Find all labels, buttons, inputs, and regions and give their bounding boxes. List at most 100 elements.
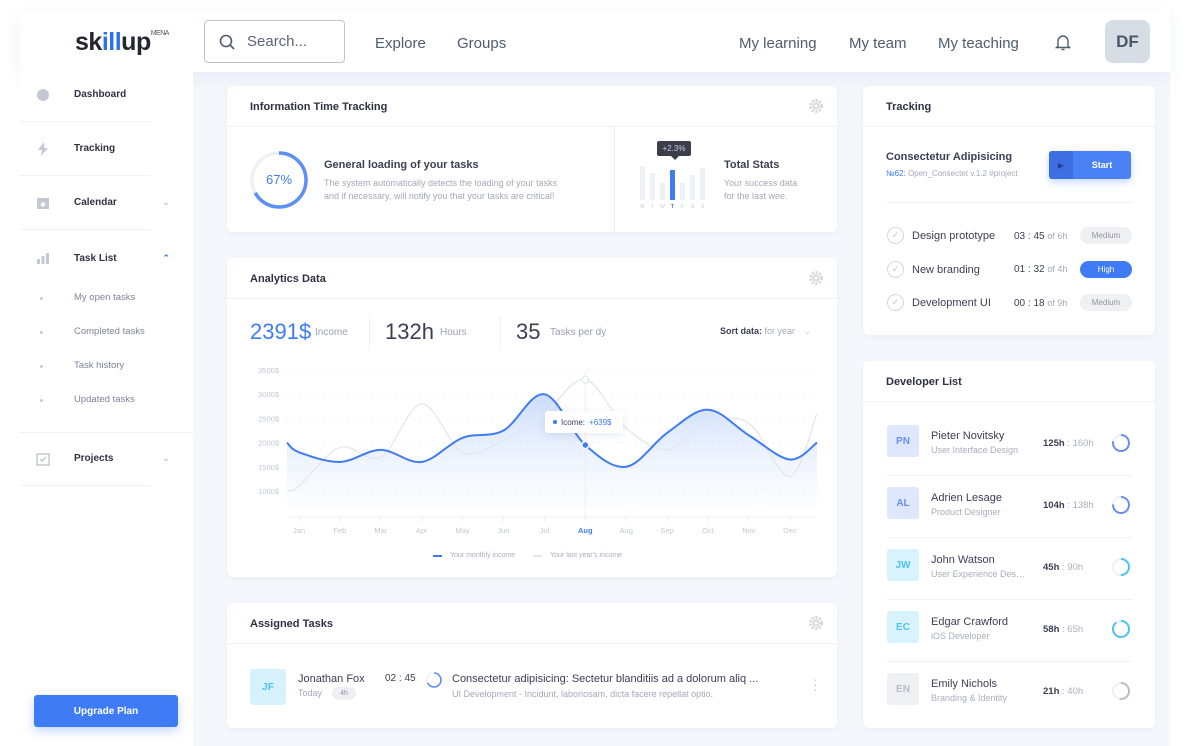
tracking-task[interactable]: ✓ Development UI — [887, 294, 991, 311]
developer-name: Emily Nichols — [931, 678, 998, 690]
check-icon[interactable]: ✓ — [887, 261, 904, 278]
progress-ring — [250, 151, 308, 209]
y-tick-label: 2500$ — [258, 414, 280, 423]
gear-icon[interactable] — [808, 615, 824, 631]
sidebar-item-label: Projects — [74, 453, 114, 464]
nav-my-learning[interactable]: My learning — [739, 35, 817, 52]
chart-legend: Your monthly income Your last year's inc… — [433, 552, 622, 559]
task-desc: UI Development - Incidunt, laboriosam, d… — [452, 689, 714, 699]
developer-row[interactable]: AL Adrien Lesage Product Designer 104h :… — [887, 476, 1132, 538]
bar-chart-icon — [36, 251, 50, 265]
chevron-down-icon: ⌄ — [803, 326, 812, 336]
developer-row[interactable]: PN Pieter Novitsky User Interface Design… — [887, 414, 1132, 476]
task-time: 02 : 45 — [385, 673, 416, 684]
logo[interactable]: skillupMENA — [75, 28, 169, 56]
nav-groups[interactable]: Groups — [457, 35, 507, 52]
developer-avatar: EC — [887, 611, 919, 643]
developer-progress-ring — [1112, 434, 1130, 452]
tracking-task-time: 01 : 32 of 4h — [1014, 264, 1068, 275]
check-icon[interactable]: ✓ — [887, 294, 904, 311]
week-day-label: S — [690, 204, 695, 210]
x-tick-label: Aug — [620, 526, 633, 535]
nav-my-teaching[interactable]: My teaching — [938, 35, 1019, 52]
hours-label: Hours — [440, 327, 467, 338]
x-tick-label: Nov — [742, 526, 756, 535]
week-bar — [700, 167, 705, 200]
subitem-label: Completed tasks — [74, 326, 145, 337]
nav-explore[interactable]: Explore — [375, 35, 426, 52]
start-label: Start — [1091, 160, 1113, 170]
sidebar-subitem-open-tasks[interactable]: My open tasks — [40, 292, 135, 303]
developer-progress-ring — [1112, 682, 1130, 700]
week-bar — [690, 175, 695, 200]
start-button[interactable]: ▶ Start — [1049, 151, 1131, 179]
task-assignee: Jonathan Fox — [298, 673, 365, 685]
loading-title: General loading of your tasks — [324, 159, 479, 171]
upgrade-plan-button[interactable]: Upgrade Plan — [34, 695, 178, 727]
x-tick-label: Apr — [416, 526, 428, 535]
sidebar-item-calendar[interactable]: Calendar ⌄ — [20, 176, 170, 230]
developer-name: Pieter Novitsky — [931, 430, 1005, 442]
check-icon[interactable]: ✓ — [887, 227, 904, 244]
x-tick-label: May — [456, 526, 470, 535]
week-day-label: W — [660, 204, 665, 210]
sidebar-subitem-completed-tasks[interactable]: Completed tasks — [40, 326, 145, 337]
subitem-label: Updated tasks — [74, 394, 135, 405]
x-tick-label: Jul — [540, 526, 550, 535]
sidebar-subitem-updated-tasks[interactable]: Updated tasks — [40, 394, 135, 405]
nav-my-team[interactable]: My team — [849, 35, 907, 52]
sidebar-item-projects[interactable]: Projects ⌄ — [20, 432, 170, 486]
highlight-point-monthly — [581, 440, 590, 450]
developer-role: User Experience Design — [931, 569, 1026, 579]
legend-label: Your last year's income — [550, 552, 622, 559]
developer-hours: 45h : 90h — [1043, 562, 1084, 573]
more-options-icon[interactable]: · · · — [813, 671, 818, 697]
time-tracking-card: Information Time Tracking 67% General lo… — [227, 86, 837, 232]
developer-avatar: AL — [887, 487, 919, 519]
developer-avatar: PN — [887, 425, 919, 457]
tracking-task[interactable]: ✓ Design prototype — [887, 227, 995, 244]
tracking-task-name: Development UI — [912, 296, 991, 309]
gear-icon[interactable] — [808, 270, 824, 286]
tasks-value: 35 — [516, 319, 541, 344]
search-icon — [219, 34, 235, 50]
x-tick-label: Sep — [660, 526, 673, 535]
stats-title: Total Stats — [724, 159, 780, 171]
sidebar-item-task-list[interactable]: Task List ⌃ — [20, 231, 170, 285]
calendar-icon — [36, 196, 50, 210]
legend-label: Your monthly income — [450, 552, 516, 559]
sort-dropdown[interactable]: Sort data: for year ⌄ — [720, 326, 811, 337]
search-input[interactable]: Search... — [204, 20, 345, 63]
sidebar-item-label: Calendar — [74, 197, 117, 208]
priority-badge: Medium — [1080, 294, 1132, 311]
developer-role: User Interface Design — [931, 445, 1019, 455]
assigned-tasks-card: Assigned Tasks JF Jonathan Fox Today 4h … — [227, 603, 837, 728]
task-avatar: JF — [250, 669, 286, 705]
loading-desc-1: The system automatically detects the loa… — [324, 178, 558, 188]
tracking-task[interactable]: ✓ New branding — [887, 261, 980, 278]
task-title[interactable]: Consectetur adipisicing: Sectetur blandi… — [452, 673, 759, 685]
week-day-label: S — [700, 204, 705, 210]
card-title: Tracking — [886, 101, 932, 113]
gear-icon[interactable] — [808, 98, 824, 114]
chevron-up-icon: ⌃ — [162, 252, 170, 263]
developer-row[interactable]: JW John Watson User Experience Design 45… — [887, 538, 1132, 600]
sidebar-item-tracking[interactable]: Tracking — [20, 122, 150, 176]
bell-icon[interactable] — [1053, 32, 1073, 52]
sidebar-item-dashboard[interactable]: Dashboard — [20, 68, 150, 122]
x-tick-label: Oct — [702, 526, 715, 535]
sidebar-subitem-task-history[interactable]: Task history — [40, 360, 124, 371]
developer-row[interactable]: EN Emily Nichols Branding & Identity 21h… — [887, 662, 1132, 724]
user-avatar[interactable]: DF — [1105, 20, 1150, 63]
task-when: Today — [298, 688, 323, 698]
developer-role: Branding & Identity — [931, 693, 1008, 703]
area-monthly-income — [287, 394, 817, 507]
developer-row[interactable]: EC Edgar Crawford iOS Developer 58h : 65… — [887, 600, 1132, 662]
x-tick-label: Jan — [293, 526, 305, 535]
developer-hours: 58h : 65h — [1043, 624, 1084, 635]
x-tick-label: Mar — [374, 526, 387, 535]
x-tick-label: Aug — [578, 526, 593, 535]
card-title: Analytics Data — [250, 273, 326, 285]
project-id: №62: — [886, 169, 906, 178]
developer-role: Product Designer — [931, 507, 1001, 517]
